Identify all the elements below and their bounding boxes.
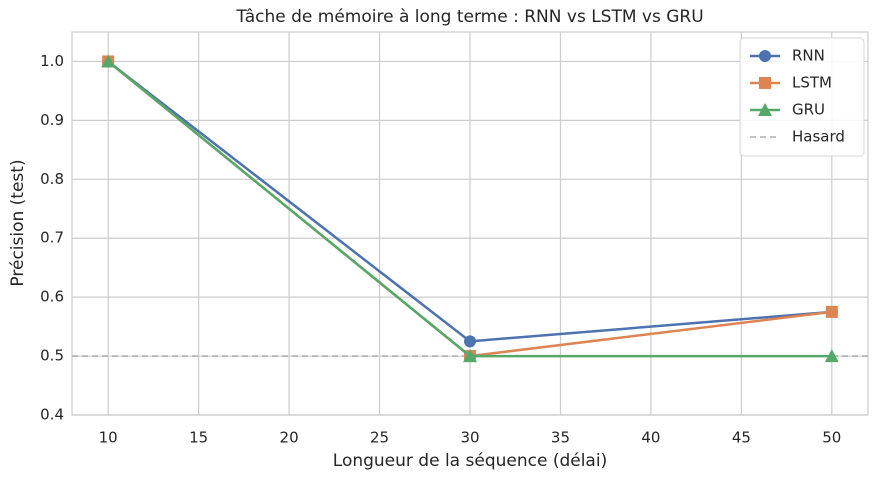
y-tick-label: 0.5 (40, 347, 64, 365)
legend-label: GRU (792, 101, 825, 119)
marker (825, 305, 838, 318)
chart-title: Tâche de mémoire à long terme : RNN vs L… (235, 7, 703, 27)
x-tick-label: 50 (822, 429, 841, 447)
x-tick-label: 40 (641, 429, 660, 447)
marker (101, 54, 116, 68)
x-tick-label: 45 (732, 429, 751, 447)
y-tick-label: 1.0 (40, 52, 64, 70)
x-tick-label: 20 (280, 429, 299, 447)
legend-label: Hasard (792, 128, 845, 146)
marker (824, 349, 839, 363)
x-tick-label: 35 (551, 429, 570, 447)
x-tick-label: 10 (99, 429, 118, 447)
x-tick-label: 15 (189, 429, 208, 447)
y-tick-label: 0.8 (40, 170, 64, 188)
y-tick-label: 0.4 (40, 406, 64, 424)
legend: RNN LSTM GRU Hasard (739, 37, 865, 157)
marker (463, 349, 477, 363)
legend-label: LSTM (792, 74, 832, 92)
legend-label: RNN (792, 47, 825, 65)
marker (759, 77, 771, 89)
x-axis-label: Longueur de la séquence (délai) (333, 451, 607, 471)
y-axis-label: Précision (test) (8, 159, 28, 286)
y-tick-label: 0.6 (40, 288, 64, 306)
y-tick-label: 0.9 (40, 111, 64, 129)
marker (759, 50, 771, 62)
marker (464, 335, 476, 348)
legend-box (739, 37, 865, 157)
y-tick-label: 0.7 (40, 229, 64, 247)
x-tick-label: 25 (370, 429, 389, 447)
marker (758, 103, 772, 116)
plot-frame (71, 31, 869, 416)
x-tick-label: 30 (460, 429, 479, 447)
